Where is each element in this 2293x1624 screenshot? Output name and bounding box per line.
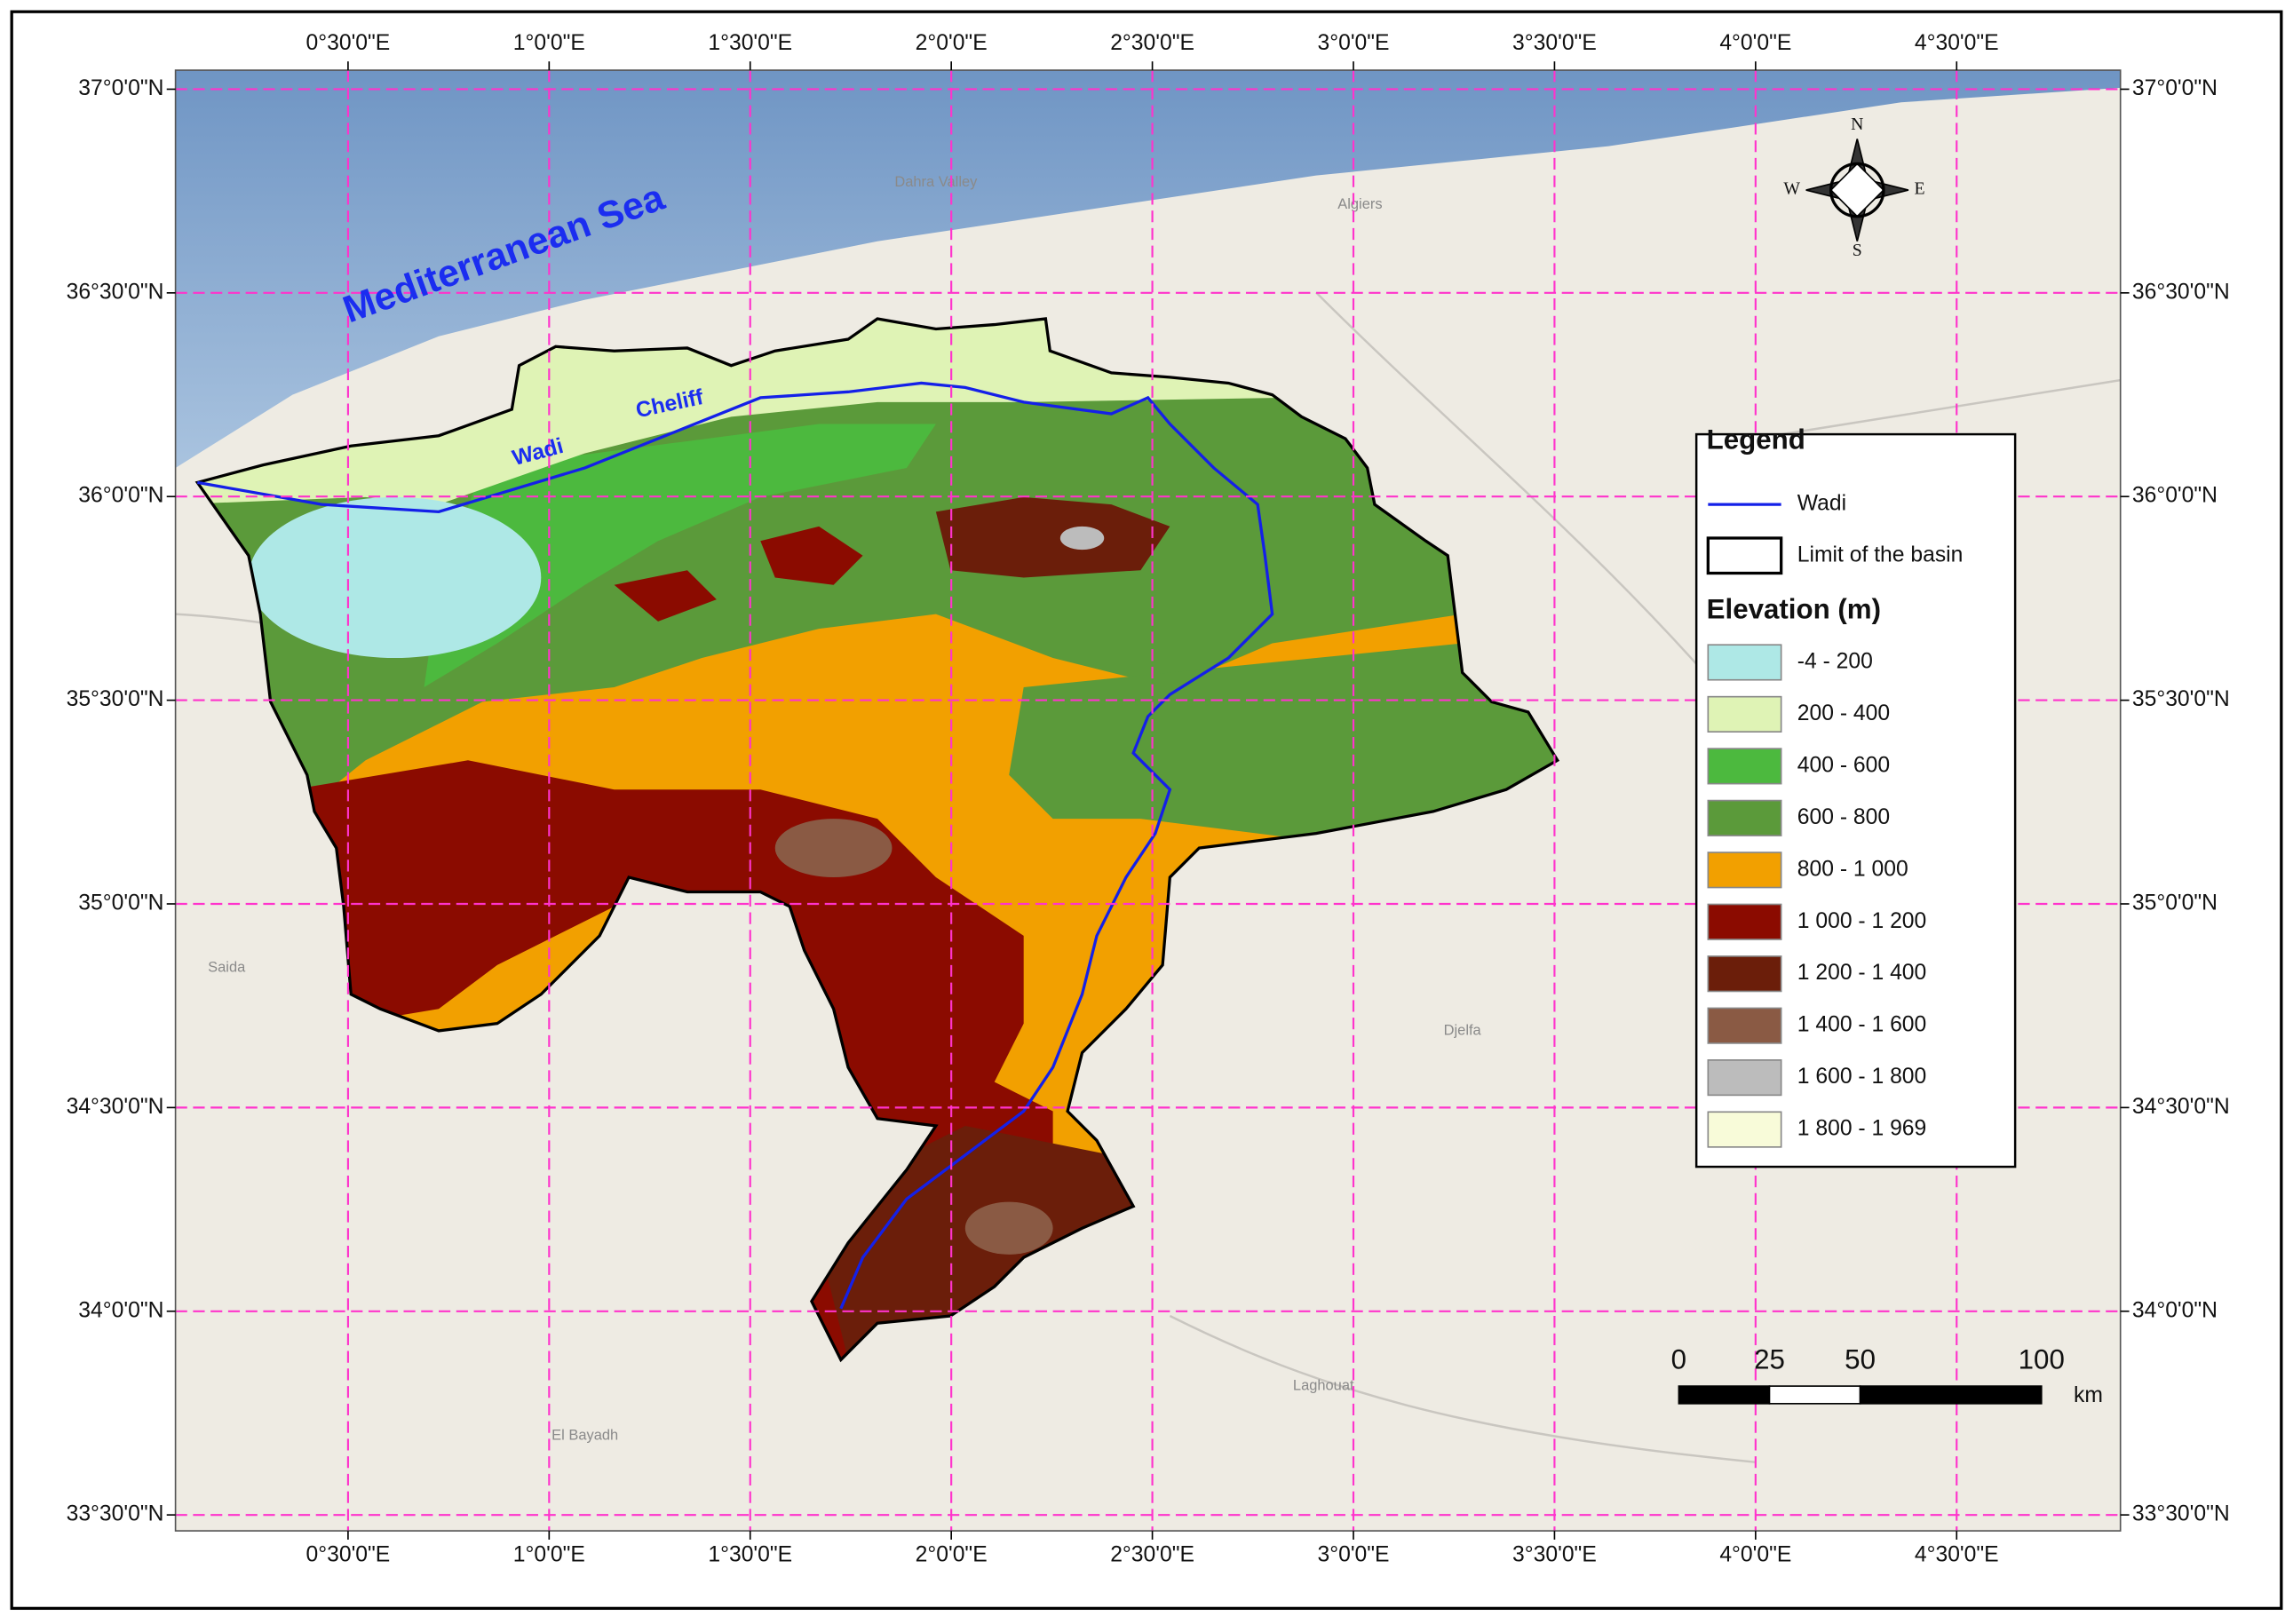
lat-label: 34°0'0"N [78, 1298, 163, 1322]
place-label: Dahra Valley [894, 174, 978, 190]
lon-label: 2°0'0"E [916, 31, 988, 55]
legend-swatch [1707, 748, 1782, 785]
legend-label: 1 400 - 1 600 [1797, 1013, 1927, 1037]
legend-label: 1 200 - 1 400 [1797, 961, 1927, 985]
lat-label: 33°30'0"N [67, 1502, 164, 1526]
lat-label: 37°0'0"N [78, 76, 163, 100]
lon-label: 1°0'0"E [513, 1543, 585, 1567]
scale-segment [1859, 1385, 2043, 1405]
legend-swatch [1707, 644, 1782, 681]
lon-label: 1°30'0"E [708, 1543, 792, 1567]
lon-label: 4°30'0"E [1915, 31, 1999, 55]
compass-letter: W [1783, 179, 1800, 199]
scale-label: 0 [1671, 1343, 1686, 1374]
lon-label: 4°0'0"E [1719, 31, 1791, 55]
elevation-zone [1009, 643, 1558, 841]
legend-subtitle: Elevation (m) [1707, 594, 1881, 625]
lon-label: 3°0'0"E [1317, 1543, 1389, 1567]
legend-swatch [1707, 1007, 1782, 1044]
elevation-zone [935, 496, 1170, 578]
legend-label: 800 - 1 000 [1797, 857, 1908, 881]
lat-label: 33°30'0"N [2132, 1502, 2230, 1526]
scale-bar: km 0 25 50 100 [1671, 1343, 2103, 1407]
lon-label: 1°30'0"E [708, 31, 792, 55]
lat-label: 36°0'0"N [2132, 484, 2218, 508]
sea [175, 70, 2121, 468]
wadi-river [197, 381, 1274, 1310]
north-arrow: N E S W [1783, 115, 1924, 260]
compass-letter: E [1915, 179, 1925, 199]
legend-label: 1 000 - 1 200 [1797, 909, 1927, 933]
legend-label: Wadi [1797, 492, 1846, 516]
legend-label: -4 - 200 [1797, 649, 1873, 673]
elevation-zone [614, 570, 717, 622]
legend-swatch [1707, 903, 1782, 940]
legend-label: 200 - 400 [1797, 701, 1890, 725]
scale-segment [1768, 1385, 1861, 1405]
lat-label: 36°30'0"N [2132, 280, 2230, 304]
legend-label: 600 - 800 [1797, 805, 1890, 829]
legend-label: Limit of the basin [1797, 543, 1964, 566]
lat-label: 34°30'0"N [2132, 1095, 2230, 1119]
lon-label: 4°30'0"E [1915, 1543, 1999, 1567]
legend-swatch [1707, 852, 1782, 889]
lat-label: 36°30'0"N [67, 280, 164, 304]
scale-unit: km [2074, 1383, 2103, 1407]
elevation-zone [774, 819, 893, 878]
legend-swatch [1707, 1059, 1782, 1097]
lon-label: 0°30'0"E [306, 31, 391, 55]
basemap: Algiers Dahra Valley Djelfa Laghouat El … [175, 70, 2121, 1532]
elevation-zone [760, 526, 863, 585]
lat-label: 35°0'0"N [78, 891, 163, 915]
lon-label: 3°30'0"E [1512, 31, 1597, 55]
graticule-labels: 0°30'0"E 0°30'0"E 1°0'0"E 1°0'0"E 1°30'0"E 1°… [67, 31, 2230, 1567]
place-label: Djelfa [1444, 1022, 1482, 1038]
lon-label: 2°30'0"E [1110, 1543, 1194, 1567]
legend: Legend Wadi Limit of the basin Elevation… [1694, 424, 2017, 1168]
compass-letter: N [1851, 115, 1863, 134]
legend-label: 400 - 600 [1797, 753, 1890, 777]
lat-label: 35°30'0"N [67, 687, 164, 711]
lon-label: 3°0'0"E [1317, 31, 1389, 55]
legend-title: Legend [1707, 424, 1805, 456]
lat-label: 35°30'0"N [2132, 687, 2230, 711]
lon-label: 4°0'0"E [1719, 1543, 1791, 1567]
place-label: El Bayadh [551, 1427, 618, 1443]
lat-label: 36°0'0"N [78, 484, 163, 508]
lon-label: 1°0'0"E [513, 31, 585, 55]
place-label: Laghouat [1293, 1377, 1354, 1393]
lat-label: 34°0'0"N [2132, 1298, 2218, 1322]
legend-swatch [1707, 1111, 1782, 1148]
lon-label: 0°30'0"E [306, 1543, 391, 1567]
place-label: Saida [208, 959, 246, 975]
legend-swatch [1707, 955, 1782, 993]
scale-label: 50 [1845, 1343, 1876, 1374]
elevation-zone [248, 496, 542, 659]
scale-label: 100 [2019, 1343, 2065, 1374]
elevation-zone [424, 424, 936, 687]
lon-label: 2°0'0"E [916, 1543, 988, 1567]
lon-label: 2°30'0"E [1110, 31, 1194, 55]
lon-label: 3°30'0"E [1512, 1543, 1597, 1567]
legend-label: 1 800 - 1 969 [1797, 1117, 1927, 1141]
legend-basin-symbol [1706, 536, 1783, 575]
legend-label: 1 600 - 1 800 [1797, 1065, 1927, 1089]
elevation-zone [964, 1201, 1053, 1255]
place-label: Algiers [1337, 196, 1382, 212]
map-frame [174, 69, 2122, 1532]
lat-label: 37°0'0"N [2132, 76, 2218, 100]
elevation-zone [1059, 526, 1105, 551]
scale-label: 25 [1754, 1343, 1785, 1374]
compass-letter: S [1853, 241, 1862, 260]
lat-label: 34°30'0"N [67, 1095, 164, 1119]
scale-segment [1678, 1385, 1771, 1405]
legend-swatch [1707, 799, 1782, 836]
legend-swatch [1707, 695, 1782, 733]
lat-label: 35°0'0"N [2132, 891, 2218, 915]
